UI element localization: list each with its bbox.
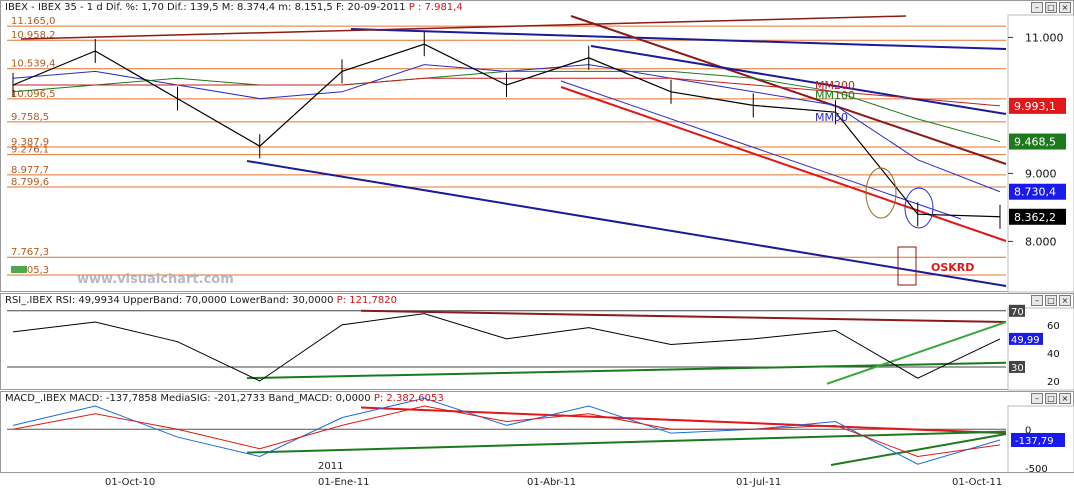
- macd-trendline-green-up: [830, 432, 1007, 466]
- value-box: [1009, 97, 1066, 114]
- value-box: [1009, 133, 1066, 150]
- value-box: [1009, 183, 1066, 200]
- macd-value-box-label: -137,79: [1015, 436, 1054, 447]
- time-label: 01-Oct-10: [105, 477, 156, 488]
- minimize-icon[interactable]: –: [1031, 295, 1043, 306]
- rsi-scale-area: [1007, 307, 1074, 391]
- price-header-text: IBEX - IBEX 35 - 1 d Dif. %: 1,70 Dif.: …: [5, 2, 406, 13]
- annotation-ellipse: [904, 187, 934, 229]
- close-icon[interactable]: ×: [1059, 295, 1071, 306]
- time-label: 01-Ene-11: [318, 477, 370, 488]
- trendline-blue-thin: [560, 80, 962, 220]
- macd-trendline-red: [360, 406, 1007, 435]
- annotation-ellipse: [865, 167, 897, 219]
- price-panel: 11.165,0 10.958,2 10.539,4 10.096,5 9.758,5 9…: [0, 0, 1074, 293]
- watermark-icon: [11, 266, 27, 273]
- macd-trendline-green: [246, 430, 1007, 454]
- price-scale-area: [1007, 14, 1074, 293]
- rsi-panel: 60 40 20 70 49,99 30 RSI_.IBEX RSI: 49,9934 U…: [0, 293, 1074, 391]
- year-marker: 2011: [318, 461, 344, 472]
- rsi-value-box: [1009, 332, 1043, 345]
- rsi-value-box-label: 30: [1011, 363, 1024, 374]
- level-label: 8.799,6: [11, 177, 49, 188]
- macd-panel: 0 -500 -137,79 MACD_.IBEX MACD: -137,7858 …: [0, 391, 1074, 474]
- rsi-window-buttons: – □ ×: [1031, 295, 1071, 306]
- time-label: 01-Oct-11: [952, 477, 1003, 488]
- ma-label: MM100: [815, 89, 855, 102]
- maximize-icon[interactable]: □: [1045, 2, 1057, 13]
- level-label: 11.165,0: [11, 16, 56, 27]
- macd-header-text: MACD_.IBEX MACD: -137,7858 MediaSIG: -20…: [5, 393, 371, 404]
- ma-label: MM200: [815, 79, 855, 92]
- trendline-red: [560, 86, 1007, 242]
- time-label: 01-Jul-11: [736, 477, 782, 488]
- rsi-value-box-label: 70: [1011, 307, 1024, 318]
- minimize-icon[interactable]: –: [1031, 393, 1043, 404]
- rsi-trendline-green: [246, 361, 1007, 380]
- value-box: [1009, 208, 1066, 225]
- maximize-icon[interactable]: □: [1045, 295, 1057, 306]
- level-label: 10.096,5: [11, 89, 56, 100]
- series-line-rsi: [12, 313, 1001, 382]
- macd-header-accent: P: 2.382,6053: [373, 393, 444, 404]
- rsi-tick-label: 60: [1047, 321, 1060, 332]
- maximize-icon[interactable]: □: [1045, 393, 1057, 404]
- rsi-header: RSI_.IBEX RSI: 49,9934 UpperBand: 70,000…: [5, 295, 397, 306]
- rsi-header-accent: P: 121,7820: [336, 295, 397, 306]
- rsi-value-box-label: 49,99: [1011, 335, 1040, 346]
- annotation-label: OSKRD: [931, 261, 974, 274]
- rsi-trendline-darkred: [360, 309, 1007, 324]
- level-label: 9.387,9: [11, 137, 49, 148]
- price-header-accent: P : 7.981,4: [408, 2, 463, 13]
- macd-header: MACD_.IBEX MACD: -137,7858 MediaSIG: -20…: [5, 393, 444, 404]
- watermark: www.visualchart.com: [77, 272, 234, 287]
- level-label: 8.977,7: [11, 165, 49, 176]
- time-axis: 01-Oct-10 01-Ene-11 01-Abr-11 01-Jul-11 …: [0, 461, 1074, 496]
- price-tick-label: 11.000: [1025, 31, 1064, 44]
- macd-tick-label: 0: [1025, 425, 1031, 436]
- series-line-mediasig: [12, 405, 1001, 457]
- level-label: 9.276,1: [11, 145, 49, 156]
- trendline-blue-lower: [246, 160, 1007, 287]
- close-icon[interactable]: ×: [1059, 2, 1071, 13]
- rsi-chart: 60 40 20 70 49,99 30: [7, 304, 1074, 391]
- rsi-header-text: RSI_.IBEX RSI: 49,9934 UpperBand: 70,000…: [5, 295, 334, 306]
- trendline-darkred-top: [20, 15, 907, 40]
- value-box-label: 8.730,4: [1014, 186, 1056, 199]
- series-line-macd: [12, 397, 1001, 465]
- rsi-trendline-green-up: [826, 321, 1007, 385]
- value-box-label: 9.468,5: [1014, 136, 1056, 149]
- price-tick-label: 9.000: [1025, 167, 1057, 180]
- price-tick-label: 8.000: [1025, 235, 1057, 248]
- rsi-tick-label: 40: [1047, 349, 1060, 360]
- trendline-blue-mid: [590, 45, 1007, 115]
- time-label: 01-Abr-11: [527, 477, 577, 488]
- macd-chart: 0 -500 -137,79: [7, 397, 1074, 474]
- rsi-value-box: [1009, 304, 1025, 317]
- level-label: 9.758,5: [11, 112, 49, 123]
- macd-tick-label: -500: [1025, 464, 1048, 474]
- value-box-label: 8.362,2: [1014, 211, 1056, 224]
- series-line-ibex: [12, 43, 1001, 218]
- macd-value-box: [1011, 432, 1065, 447]
- price-window-buttons: – □ ×: [1031, 2, 1071, 13]
- level-label: 10.958,2: [11, 30, 56, 41]
- price-chart: 11.165,0 10.958,2 10.539,4 10.096,5 9.758,5 9…: [7, 14, 1074, 293]
- minimize-icon[interactable]: –: [1031, 2, 1043, 13]
- ma-label: MM50: [815, 111, 848, 124]
- close-icon[interactable]: ×: [1059, 393, 1071, 404]
- level-label: 7.505,3: [11, 265, 49, 276]
- rsi-tick-label: 20: [1047, 377, 1060, 388]
- level-label: 10.539,4: [11, 59, 56, 70]
- annotation-box: [897, 246, 917, 286]
- level-label: 7.767,3: [11, 247, 49, 258]
- trendline-darkred: [570, 15, 1007, 165]
- price-header: IBEX - IBEX 35 - 1 d Dif. %: 1,70 Dif.: …: [5, 2, 463, 13]
- value-box-label: 9.993,1: [1014, 100, 1056, 113]
- rsi-value-box: [1009, 360, 1025, 373]
- trendline-blue-upper: [350, 28, 1007, 50]
- macd-window-buttons: – □ ×: [1031, 393, 1071, 404]
